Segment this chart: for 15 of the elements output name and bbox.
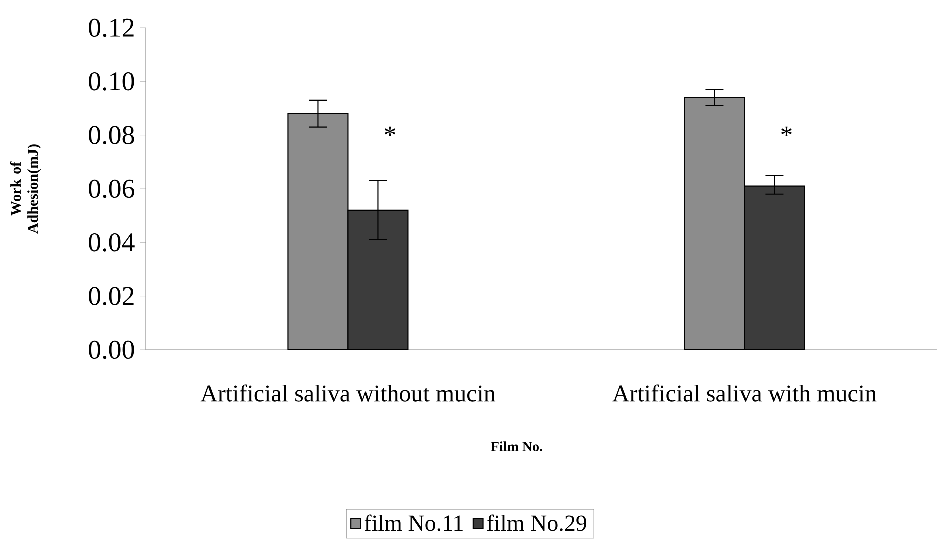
legend-label: film No.29: [487, 514, 586, 532]
annotation: *: [384, 126, 396, 136]
y-tick-label: 0.00: [89, 340, 134, 360]
y-tick-label: 0.04: [89, 233, 135, 252]
y-tick-label: 0.12: [89, 18, 134, 38]
y-tick-label: 0.06: [89, 180, 134, 198]
annotation: *: [781, 126, 792, 136]
y-tick-label: 0.10: [89, 72, 134, 91]
legend-label: film No.11: [364, 514, 463, 532]
y-tick-label: 0.08: [89, 126, 134, 144]
y-axis-title: Work of Adhesion(mJ): [10, 144, 42, 234]
y-tick-label: 0.02: [89, 287, 134, 306]
x-tick-label: Artificial saliva with mucin: [612, 384, 877, 402]
x-axis-title: Film No.: [491, 442, 542, 452]
x-tick-label: Artificial saliva without mucin: [200, 384, 496, 402]
